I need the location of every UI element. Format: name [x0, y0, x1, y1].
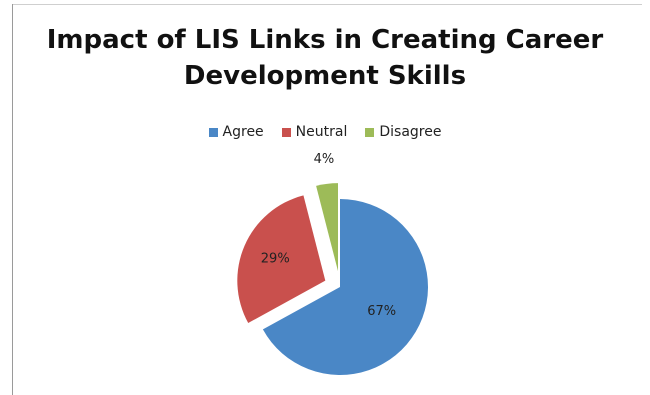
legend-swatch-agree: [208, 127, 218, 137]
frame-border-left: [12, 4, 13, 395]
pie-data-labels: 67% 29% 4%: [261, 152, 396, 319]
data-label-agree: 67%: [367, 304, 396, 319]
legend-label-disagree: Disagree: [379, 124, 442, 140]
legend-item-disagree: Disagree: [365, 124, 441, 140]
pie-slice-disagree: [316, 183, 338, 272]
pie-slice-agree: [262, 199, 429, 376]
chart-title: Impact of LIS Links in Creating Career D…: [0, 22, 650, 94]
chart-title-line-1: Impact of LIS Links in Creating Career: [46, 25, 604, 55]
data-label-disagree: 4%: [314, 152, 335, 167]
pie-slice-neutral: [237, 195, 326, 324]
legend-swatch-disagree: [365, 127, 375, 137]
frame-border-top: [12, 4, 642, 5]
legend-label-neutral: Neutral: [295, 124, 348, 140]
pie-slices: [237, 183, 429, 376]
data-label-neutral: 29%: [261, 251, 290, 266]
chart-legend: Agree Neutral Disagree: [0, 124, 650, 140]
legend-item-agree: Agree: [208, 124, 264, 140]
legend-swatch-neutral: [281, 127, 291, 137]
chart-title-line-2: Development Skills: [183, 61, 467, 91]
legend-label-agree: Agree: [222, 124, 264, 140]
legend-item-neutral: Neutral: [281, 124, 348, 140]
